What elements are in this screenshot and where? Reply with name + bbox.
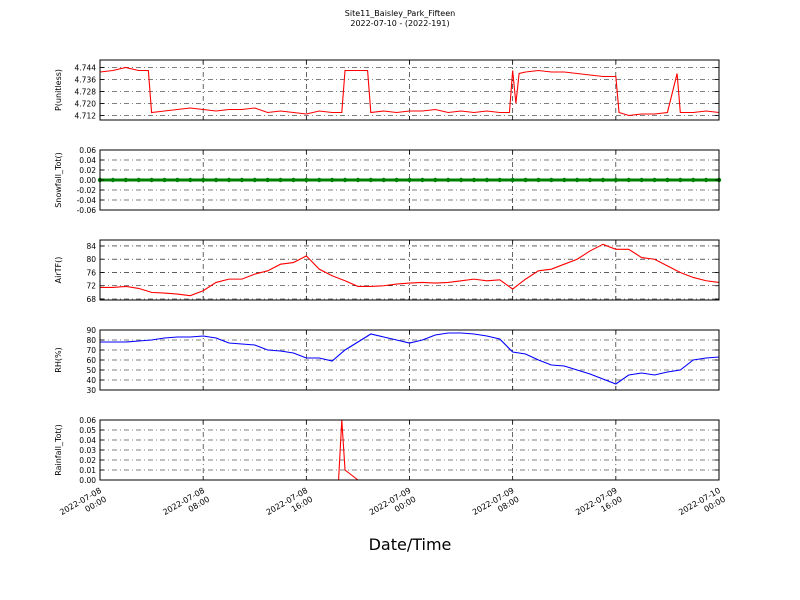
data-point [471, 177, 477, 183]
data-point [458, 177, 464, 183]
data-point [213, 177, 219, 183]
data-point [252, 177, 257, 183]
data-point [162, 177, 167, 183]
data-point [549, 177, 554, 183]
y-tick-label: 0.00 [79, 176, 96, 185]
data-point [536, 177, 541, 183]
y-tick-label: 0.00 [79, 476, 96, 485]
x-tick-label: 2022-07-0808:00 [161, 486, 211, 526]
y-tick-label: 0.03 [79, 446, 96, 455]
data-point [304, 177, 309, 183]
data-point [291, 177, 296, 183]
y-tick-label: 84 [86, 242, 96, 251]
data-point [317, 177, 322, 183]
data-point [381, 177, 386, 183]
y-tick-label: 70 [86, 346, 96, 355]
data-line [99, 66, 720, 117]
x-tick-label: 2022-07-0800:00 [58, 486, 108, 526]
y-tick-label: 4.720 [75, 100, 97, 109]
data-point [123, 177, 128, 183]
y-tick-label: 68 [86, 295, 96, 304]
data-point [497, 177, 502, 183]
y-tick-label: 0.04 [79, 436, 96, 445]
y-tick-label: 90 [86, 326, 96, 335]
data-point [136, 177, 141, 183]
y-tick-label: 4.712 [75, 112, 97, 121]
y-tick-label: 4.728 [75, 88, 97, 97]
x-tick-label: 2022-07-0900:00 [368, 486, 418, 526]
y-tick-label: -0.06 [77, 206, 97, 215]
data-point [329, 177, 335, 183]
data-point [226, 177, 232, 183]
data-line [100, 243, 720, 297]
chart-title: Site11_Baisley_Park_Fifteen [345, 9, 455, 18]
y-tick-label: 0.06 [79, 416, 96, 425]
data-point [394, 177, 399, 183]
chart-subtitle: 2022-07-10 - (2022-191) [350, 19, 449, 28]
data-point [562, 177, 567, 183]
data-point [445, 177, 451, 183]
data-point [149, 177, 154, 183]
y-axis-label: Snowfall_Tot() [54, 152, 63, 208]
data-point [626, 177, 631, 183]
data-point [574, 177, 580, 183]
x-tick-label: 2022-07-0816:00 [265, 486, 315, 526]
data-point [368, 177, 374, 183]
y-tick-label: 50 [86, 366, 96, 375]
x-tick-label: 2022-07-0916:00 [574, 486, 624, 526]
data-point [265, 177, 270, 183]
data-point [278, 177, 283, 183]
data-point [613, 177, 619, 183]
y-tick-label: -0.02 [77, 186, 97, 195]
y-tick-label: 76 [86, 268, 96, 277]
y-tick-label: 0.01 [79, 466, 96, 475]
data-point [678, 177, 683, 183]
data-point [510, 177, 515, 183]
y-tick-label: 4.736 [75, 76, 97, 85]
data-point [587, 177, 593, 183]
y-tick-label: 30 [86, 386, 96, 395]
data-point [600, 177, 606, 183]
y-tick-label: 0.05 [79, 426, 96, 435]
x-axis-label: Date/Time [369, 535, 452, 554]
data-point [342, 177, 348, 183]
data-point [239, 177, 245, 183]
data-point [200, 177, 206, 183]
y-axis-label: Rainfall_Tot() [54, 424, 63, 476]
data-line [100, 332, 720, 385]
y-tick-label: 40 [86, 376, 96, 385]
y-tick-label: 0.02 [79, 456, 96, 465]
data-point [407, 177, 412, 183]
data-point [665, 177, 670, 183]
data-point [691, 177, 696, 183]
data-point [523, 177, 528, 183]
data-point [639, 177, 644, 183]
y-tick-label: 0.06 [79, 146, 96, 155]
y-tick-label: 0.04 [79, 156, 96, 165]
y-tick-label: 72 [86, 282, 96, 291]
data-point [652, 177, 657, 183]
y-axis-label: RH(%) [54, 347, 63, 372]
data-point [420, 177, 425, 183]
y-tick-label: 80 [86, 255, 96, 264]
y-axis-label: AirTF() [54, 257, 63, 284]
data-point [175, 177, 180, 183]
y-tick-label: 4.744 [75, 64, 97, 73]
data-point [110, 177, 116, 183]
x-tick-label: 2022-07-0908:00 [471, 486, 521, 526]
data-point [433, 177, 438, 183]
data-point [484, 177, 490, 183]
data-point [703, 177, 709, 183]
y-tick-label: -0.04 [77, 196, 97, 205]
y-axis-label: P(unitless) [54, 69, 63, 111]
y-tick-label: 60 [86, 356, 96, 365]
data-point [188, 177, 193, 183]
x-tick-label: 2022-07-1000:00 [677, 486, 727, 526]
data-point [355, 177, 361, 183]
y-tick-label: 0.02 [79, 166, 96, 175]
y-tick-label: 80 [86, 336, 96, 345]
